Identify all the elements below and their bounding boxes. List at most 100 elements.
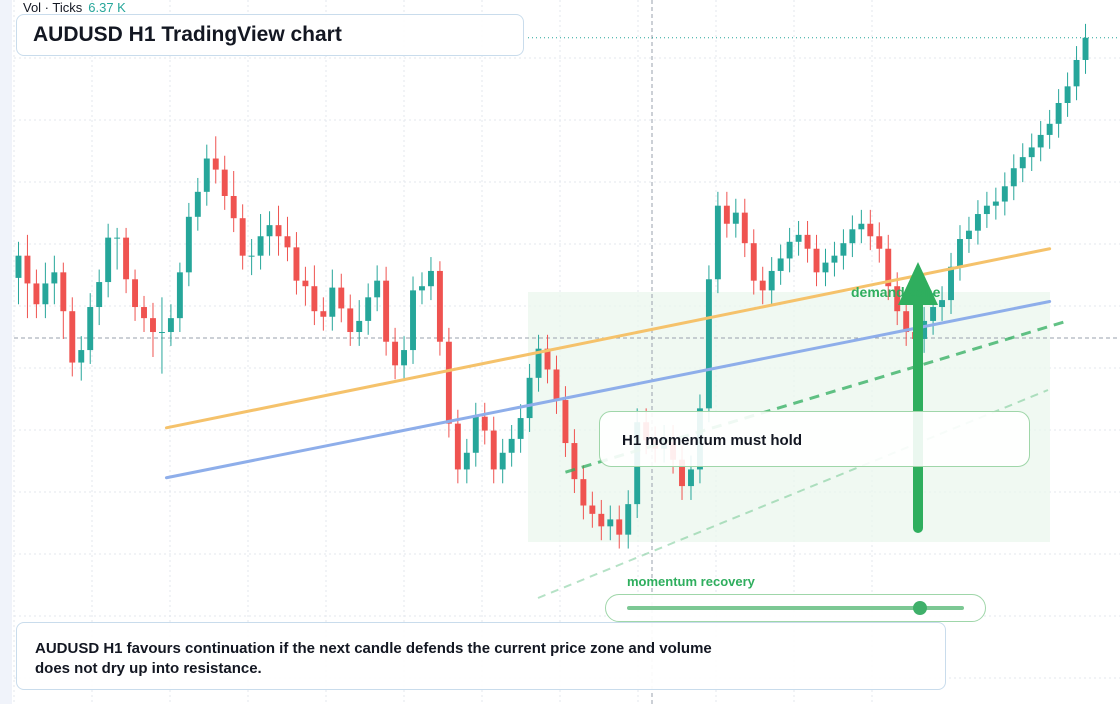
candle-body <box>481 416 488 431</box>
candle-body <box>401 350 408 366</box>
candle-body <box>723 205 730 224</box>
candle-body <box>759 280 766 291</box>
candle-body <box>553 369 560 401</box>
candle-body <box>42 283 49 305</box>
candle-body <box>849 229 856 244</box>
candle-body <box>1037 134 1044 148</box>
candle-body <box>78 350 85 363</box>
candle-body <box>930 307 937 321</box>
candle-body <box>1055 102 1062 124</box>
candle-body <box>69 311 76 363</box>
candle-body <box>517 418 524 439</box>
candle-body <box>1073 59 1080 87</box>
candle-body <box>598 513 605 527</box>
candle-body <box>141 307 147 319</box>
candle-body <box>625 504 632 535</box>
arrow-head <box>898 262 938 305</box>
candle-body <box>974 214 981 231</box>
momentum-callout[interactable]: H1 momentum must hold <box>599 411 1030 467</box>
candle-body <box>329 287 336 317</box>
candle-body <box>580 479 587 506</box>
candle-body <box>176 272 183 319</box>
candle-body <box>939 300 946 308</box>
candle-body <box>96 282 103 308</box>
candle-body <box>302 280 309 287</box>
candle-body <box>714 205 721 280</box>
candle-body <box>876 236 883 249</box>
candle-body <box>239 218 246 256</box>
candle-body <box>105 237 112 283</box>
candle-body <box>383 280 390 342</box>
candle-body <box>957 239 963 267</box>
candle-body <box>356 320 363 333</box>
candle-body <box>858 223 865 230</box>
candle-body <box>51 272 58 284</box>
trendline-lower <box>164 299 1052 480</box>
candle-body <box>1001 186 1008 202</box>
candle-body <box>965 230 972 240</box>
candle-body <box>867 223 874 237</box>
candle-body <box>158 332 165 334</box>
momentum-slider-knob[interactable] <box>913 601 928 615</box>
candle-body <box>822 262 829 273</box>
candle-body <box>150 318 156 333</box>
candle-body <box>571 443 578 480</box>
momentum-callout-text: H1 momentum must hold <box>622 432 803 449</box>
candle-body <box>786 241 793 259</box>
candle-body <box>392 341 399 366</box>
candle-body <box>33 283 40 305</box>
candle-body <box>472 416 479 453</box>
candle-body <box>284 236 291 248</box>
candle-body <box>777 258 784 271</box>
candle-body <box>347 308 354 333</box>
volume-value: 6.37 K <box>88 0 126 15</box>
candle-body <box>123 237 130 280</box>
analysis-note: AUDUSD H1 favours continuation if the ne… <box>16 622 946 690</box>
candle-body <box>114 237 121 239</box>
candle-body <box>903 311 910 333</box>
candle-body <box>1028 147 1035 158</box>
candle-body <box>490 430 497 470</box>
candle-body <box>436 270 443 342</box>
candle-body <box>1046 123 1053 135</box>
candle-body <box>167 318 174 333</box>
demand-zone-label: demand zone <box>851 284 941 300</box>
candle-body <box>132 279 139 308</box>
forecast-band-lower <box>537 389 1049 599</box>
analysis-note-text: AUDUSD H1 favours continuation if the ne… <box>35 640 712 677</box>
trendline-upper <box>164 247 1052 430</box>
candle-body <box>87 307 94 351</box>
momentum-slider-track <box>627 606 964 610</box>
candle-body <box>463 452 470 470</box>
volume-legend: Vol · Ticks 6.37 K <box>23 0 126 16</box>
candle-body <box>750 243 757 281</box>
candle-body <box>338 287 345 309</box>
candle-body <box>454 423 461 470</box>
candle-body <box>508 438 515 453</box>
volume-label: Vol · Ticks <box>23 0 83 15</box>
candle-body <box>275 225 282 237</box>
candle-body <box>374 280 381 298</box>
momentum-recovery-slider[interactable] <box>605 594 986 622</box>
candle-body <box>221 169 228 196</box>
candle-body <box>311 286 318 312</box>
candle-body <box>257 236 264 256</box>
candle-body <box>445 341 452 424</box>
candle-body <box>768 270 775 291</box>
candle-body <box>894 286 901 312</box>
candle-body <box>921 320 928 339</box>
candle-body <box>948 266 954 301</box>
candle-body <box>185 216 192 273</box>
candle-body <box>365 297 372 321</box>
candle-body <box>679 459 685 487</box>
momentum-recovery-label: momentum recovery <box>627 574 755 589</box>
candle-body <box>804 234 811 249</box>
candle-body <box>15 255 22 278</box>
candle-body <box>203 158 210 192</box>
price-scale-strip <box>0 0 12 704</box>
candle-body <box>1019 157 1026 169</box>
candle-body <box>992 201 999 206</box>
candle-body <box>320 311 327 317</box>
candle-body <box>410 290 416 351</box>
chart-title-text: AUDUSD H1 TradingView chart <box>33 23 342 46</box>
